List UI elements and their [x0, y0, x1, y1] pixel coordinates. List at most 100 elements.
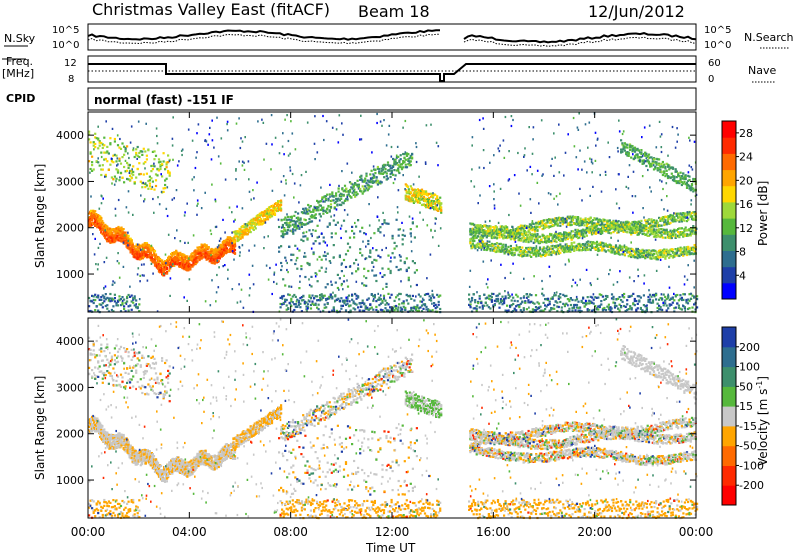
range-gate-cell: [213, 262, 216, 265]
range-gate-cell: [117, 231, 120, 234]
range-gate-cell: [106, 234, 109, 237]
range-gate-cell: [677, 212, 680, 215]
range-gate-cell: [687, 234, 690, 237]
range-gate-cell: [519, 224, 523, 227]
range-gate-cell: [592, 246, 595, 249]
range-gate-cell: [431, 194, 434, 197]
range-gate-cell: [593, 217, 596, 220]
range-gate-cell: [144, 244, 147, 247]
date-label: 12/Jun/2012: [588, 2, 685, 21]
range-gate-cell: [338, 194, 341, 197]
range-gate-cell: [336, 221, 339, 224]
range-gate-cell: [632, 224, 635, 227]
range-gate-cell: [651, 226, 654, 229]
range-gate-cell: [599, 220, 602, 223]
range-gate-cell: [682, 212, 685, 215]
range-gate-cell: [665, 250, 668, 254]
range-gate-cell: [611, 224, 614, 227]
range-gate-cell: [346, 198, 349, 201]
range-gate-cell: [393, 241, 396, 244]
range-gate-cell: [343, 199, 347, 202]
range-gate-cell: [665, 248, 668, 251]
range-gate-cell: [563, 251, 566, 254]
range-gate-cell: [322, 196, 325, 199]
range-gate-cell: [658, 251, 661, 254]
range-gate-cell: [395, 156, 398, 159]
range-gate-cell: [95, 223, 98, 227]
range-gate-cell: [523, 232, 526, 235]
range-gate-cell: [569, 250, 572, 253]
range-gate-cell: [597, 221, 600, 224]
range-gate-cell: [659, 224, 662, 227]
range-gate-cell: [304, 223, 307, 226]
range-gate-cell: [487, 247, 490, 250]
range-gate-cell: [504, 229, 507, 232]
range-gate-cell: [656, 224, 659, 227]
range-gate-cell: [104, 175, 107, 178]
range-gate-cell: [542, 236, 545, 239]
range-gate-cell: [494, 226, 497, 229]
range-gate-cell: [576, 237, 580, 240]
range-gate-cell: [140, 251, 143, 254]
range-gate-cell: [683, 248, 686, 251]
freq-tick-top: 12: [64, 58, 77, 69]
range-gate-cell: [666, 250, 670, 253]
range-gate-cell: [658, 229, 661, 232]
range-gate-cell: [397, 268, 400, 272]
range-gate-cell: [406, 197, 409, 200]
range-gate-cell: [627, 251, 630, 254]
range-gate-cell: [606, 226, 609, 229]
range-gate-cell: [470, 223, 473, 226]
range-gate-cell: [91, 155, 94, 158]
range-gate-cell: [680, 252, 683, 255]
range-gate-cell: [324, 286, 327, 289]
range-gate-cell: [645, 222, 648, 225]
range-gate-cell: [637, 220, 640, 223]
range-gate-cell: [480, 246, 483, 249]
range-gate-cell: [614, 223, 618, 226]
range-gate-cell: [631, 231, 634, 234]
range-gate-cell: [469, 227, 472, 231]
range-gate-cell: [292, 253, 295, 256]
range-gate-cell: [123, 165, 126, 169]
range-gate-cell: [507, 245, 510, 248]
range-gate-cell: [485, 236, 488, 239]
range-gate-cell: [141, 153, 144, 156]
range-gate-cell: [590, 233, 594, 236]
range-gate-cell: [112, 228, 115, 231]
range-gate-cell: [479, 224, 482, 227]
range-gate-cell: [658, 256, 661, 259]
range-gate-cell: [652, 224, 656, 227]
range-gate-cell: [628, 222, 632, 225]
range-gate-cell: [550, 233, 553, 236]
range-gate-cell: [622, 148, 625, 151]
range-gate-cell: [683, 219, 686, 222]
range-gate-cell: [100, 168, 103, 171]
range-gate-cell: [485, 226, 488, 229]
range-gate-cell: [511, 253, 514, 256]
range-gate-cell: [633, 256, 637, 259]
range-gate-cell: [545, 252, 548, 255]
range-gate-cell: [300, 268, 303, 271]
range-gate-cell: [673, 216, 676, 219]
range-gate-cell: [508, 234, 511, 237]
range-gate-cell: [338, 254, 341, 257]
range-gate-cell: [133, 182, 136, 185]
range-gate-cell: [502, 230, 505, 233]
range-gate-cell: [541, 241, 544, 244]
range-gate-cell: [200, 254, 203, 257]
range-gate-cell: [488, 229, 491, 232]
range-gate-cell: [545, 235, 548, 238]
range-gate-cell: [493, 243, 496, 246]
range-gate-cell: [606, 222, 609, 225]
range-gate-cell: [606, 224, 609, 227]
range-gate-cell: [674, 252, 677, 255]
range-gate-cell: [498, 248, 501, 252]
range-gate-cell: [549, 247, 552, 250]
range-gate-cell: [637, 254, 640, 257]
range-gate-cell: [495, 242, 499, 245]
range-gate-cell: [161, 259, 164, 262]
range-gate-cell: [621, 223, 624, 226]
range-gate-cell: [583, 229, 586, 232]
range-gate-cell: [404, 163, 407, 166]
